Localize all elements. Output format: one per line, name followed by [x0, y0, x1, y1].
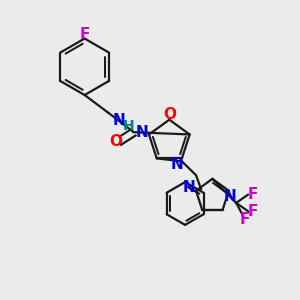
Text: F: F	[248, 204, 258, 219]
Text: O: O	[109, 134, 122, 149]
Text: N: N	[170, 157, 183, 172]
Text: O: O	[163, 107, 176, 122]
Text: F: F	[240, 212, 250, 227]
Text: H: H	[123, 119, 134, 133]
Text: N: N	[183, 180, 196, 195]
Text: N: N	[135, 125, 148, 140]
Text: F: F	[80, 27, 90, 42]
Text: N: N	[224, 189, 237, 204]
Text: N: N	[113, 113, 125, 128]
Text: F: F	[248, 187, 258, 202]
